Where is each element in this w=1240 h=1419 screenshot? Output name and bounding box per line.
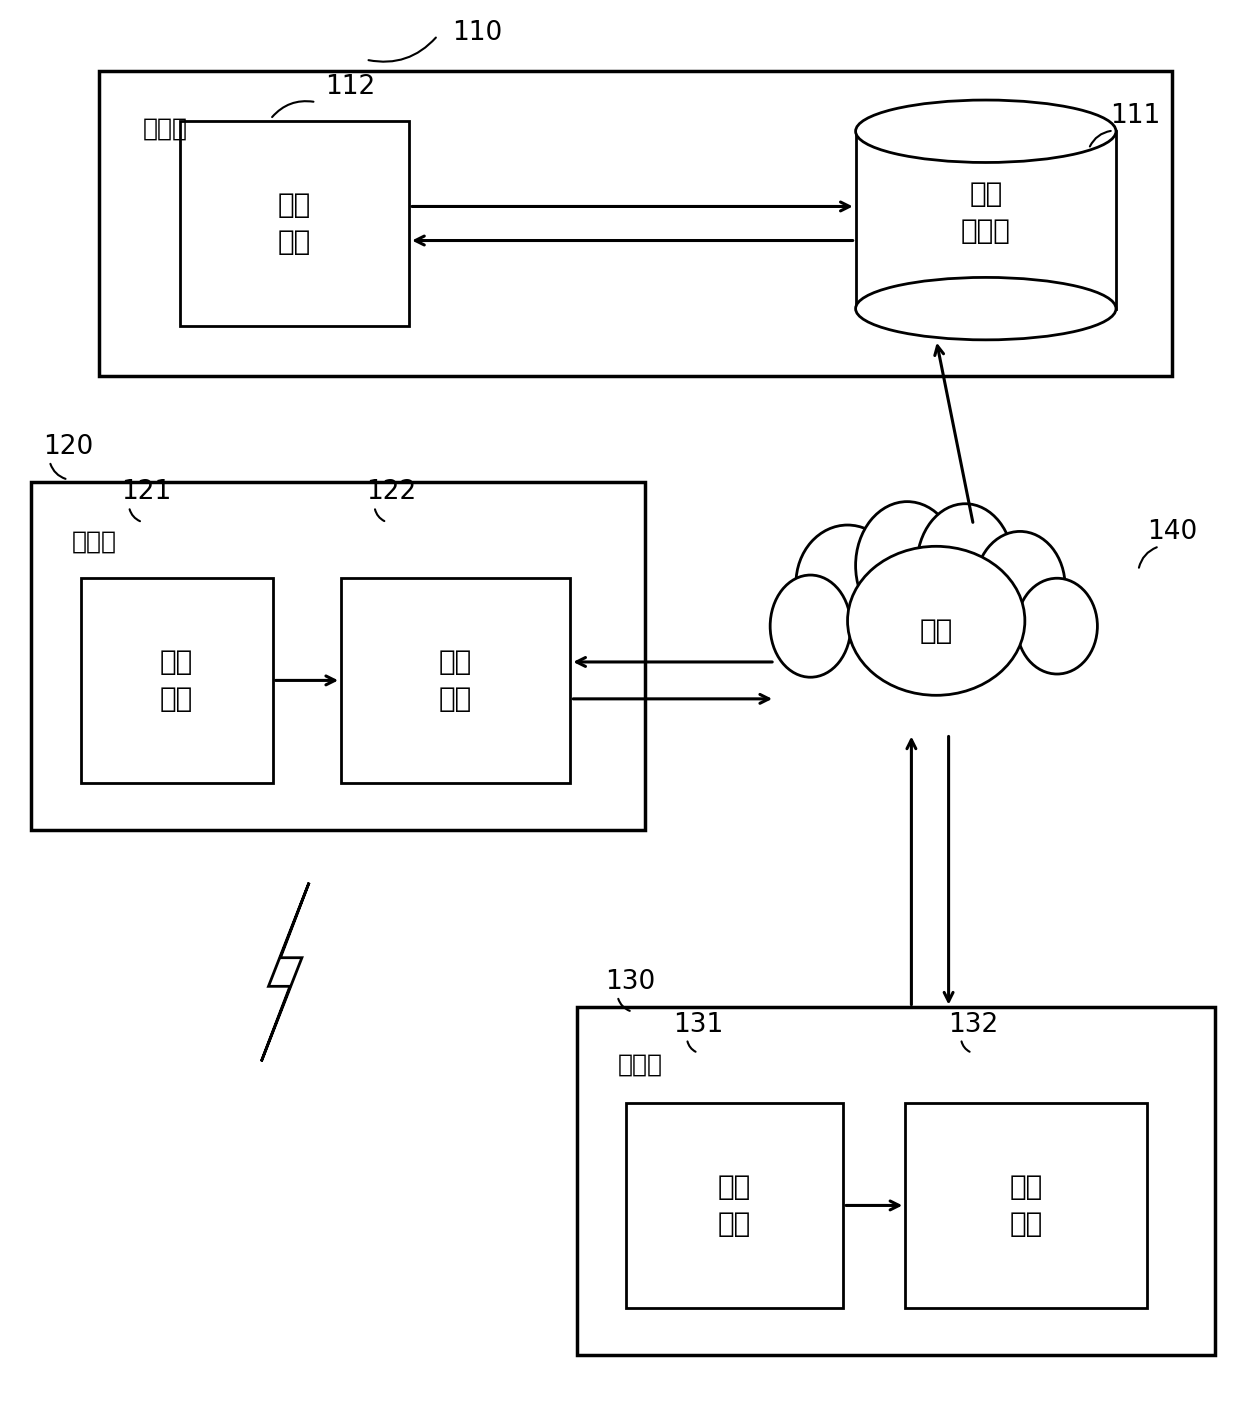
Ellipse shape <box>856 99 1116 162</box>
Text: 132: 132 <box>949 1012 999 1037</box>
Text: 显示
模块: 显示 模块 <box>160 648 193 712</box>
Ellipse shape <box>856 501 959 630</box>
Polygon shape <box>262 883 309 1061</box>
Bar <box>856 131 1116 308</box>
Ellipse shape <box>975 531 1065 641</box>
Bar <box>180 121 409 326</box>
Text: 货品
数据库: 货品 数据库 <box>961 180 1011 245</box>
Text: 处理
模块: 处理 模块 <box>439 648 472 712</box>
Bar <box>99 71 1172 376</box>
Bar <box>626 1103 843 1308</box>
Text: 131: 131 <box>673 1012 724 1037</box>
Ellipse shape <box>796 525 899 641</box>
Bar <box>905 1103 1147 1308</box>
Text: 识别
模块: 识别 模块 <box>718 1174 751 1237</box>
Text: 111: 111 <box>1110 104 1161 129</box>
Text: 分拣端: 分拣端 <box>618 1053 662 1077</box>
Text: 网络: 网络 <box>920 617 952 646</box>
Text: 130: 130 <box>605 969 656 995</box>
Ellipse shape <box>848 546 1025 695</box>
Text: 分拣
模块: 分拣 模块 <box>1009 1174 1043 1237</box>
Ellipse shape <box>856 277 1116 339</box>
Text: 112: 112 <box>325 74 376 99</box>
Bar <box>577 1007 1215 1355</box>
Text: 140: 140 <box>1147 519 1198 545</box>
Ellipse shape <box>916 504 1013 627</box>
Text: 122: 122 <box>366 480 417 505</box>
Text: 110: 110 <box>453 20 503 45</box>
Ellipse shape <box>770 575 851 677</box>
Text: 120: 120 <box>43 434 94 460</box>
Bar <box>31 482 645 830</box>
Text: 分配端: 分配端 <box>143 116 187 140</box>
Text: 121: 121 <box>122 480 172 505</box>
Bar <box>341 578 570 783</box>
Text: 任务
模块: 任务 模块 <box>278 192 311 255</box>
Bar <box>81 578 273 783</box>
Text: 拣货端: 拣货端 <box>72 529 117 553</box>
Ellipse shape <box>1017 578 1097 674</box>
